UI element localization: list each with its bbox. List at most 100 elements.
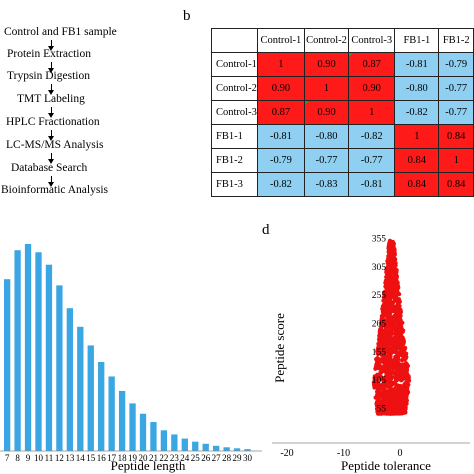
data-point — [383, 374, 388, 379]
data-point — [405, 387, 410, 392]
workflow-panel: Control and FB1 sample Protein Extractio… — [0, 0, 180, 200]
data-point — [388, 260, 393, 265]
y-tick-label: 305 — [372, 263, 387, 273]
data-point — [383, 288, 389, 294]
data-point — [375, 379, 380, 384]
data-point — [392, 250, 397, 255]
data-point — [375, 386, 380, 391]
data-point — [386, 257, 391, 262]
data-point — [400, 362, 405, 367]
data-point — [380, 359, 386, 364]
x-tick-label: 23 — [170, 453, 180, 463]
matrix-cell: 1 — [438, 148, 474, 173]
x-tick-label: 14 — [76, 453, 86, 463]
bar — [223, 447, 230, 451]
data-point — [381, 403, 386, 408]
peptide-length-chart: 7 8 9 10 11 12 13 14 15 16 17 18 19 20 21 22 23 24 25 26 27 2… — [0, 244, 262, 473]
data-point — [383, 343, 388, 348]
data-point — [393, 405, 398, 410]
data-point — [376, 390, 381, 395]
data-point — [385, 275, 390, 281]
data-point — [372, 381, 377, 386]
matrix-cell: 0.87 — [348, 52, 396, 77]
matrix-cell: -0.77 — [438, 100, 474, 125]
data-point — [386, 284, 391, 290]
workflow-arrow — [48, 62, 54, 73]
cell-marker — [304, 101, 309, 105]
bar — [129, 403, 136, 451]
data-point — [382, 348, 387, 354]
bar — [160, 430, 168, 451]
data-point — [397, 394, 402, 400]
data-point — [389, 350, 394, 355]
y-tick-label: 355 — [372, 235, 387, 245]
bar — [118, 390, 126, 451]
data-point — [387, 238, 393, 243]
data-point — [386, 265, 391, 270]
x-tick-label: 28 — [222, 453, 232, 463]
data-point — [400, 410, 406, 415]
bar — [98, 361, 105, 451]
matrix-cell: -0.81 — [394, 52, 440, 77]
workflow-step-database: Database Search — [11, 162, 88, 174]
x-tick-labels: 7 8 9 10 11 12 13 14 15 16 17 18 19 20 21 22 23 24 25 26 27 2… — [5, 453, 253, 463]
data-point — [388, 358, 394, 363]
column-header: FB1-2 — [438, 28, 474, 53]
data-point — [393, 397, 398, 403]
matrix-cell: 0.90 — [256, 76, 305, 101]
matrix-cell: 1 — [394, 124, 440, 149]
data-point — [393, 330, 398, 335]
data-point — [394, 377, 400, 382]
data-point — [400, 405, 405, 410]
workflow-step-bioinformatics: Bioinformatic Analysis — [1, 184, 109, 196]
data-point — [395, 312, 400, 317]
matrix-cell: -0.82 — [348, 124, 396, 149]
bar — [45, 264, 53, 451]
data-point — [391, 278, 396, 283]
bar — [192, 441, 199, 451]
data-point — [397, 391, 402, 396]
data-point — [383, 326, 388, 331]
data-point — [404, 398, 409, 403]
peptide-length-bars — [4, 244, 251, 451]
bar — [14, 250, 21, 451]
bar — [150, 422, 157, 451]
matrix-cell: -0.80 — [303, 124, 350, 149]
x-tick-label: 22 — [159, 453, 168, 463]
data-point — [385, 401, 390, 407]
matrix-cell: -0.80 — [394, 76, 440, 101]
data-point — [397, 401, 402, 406]
data-point — [385, 405, 390, 410]
x-tick-label: 27 — [212, 453, 222, 463]
data-point — [398, 335, 404, 340]
data-point — [393, 295, 398, 301]
data-point — [387, 392, 392, 397]
data-point — [392, 371, 397, 376]
matrix-cell: 0.87 — [256, 100, 305, 125]
data-point — [377, 333, 382, 338]
x-tick-label: 15 — [86, 453, 96, 463]
data-point — [381, 340, 386, 345]
data-point — [389, 388, 395, 394]
data-point — [377, 359, 382, 365]
workflow-arrow — [48, 130, 54, 141]
workflow-step-sample: Control and FB1 sample — [4, 26, 117, 38]
data-point — [386, 250, 391, 255]
column-header: Control-2 — [303, 28, 350, 53]
data-point — [387, 347, 392, 352]
bar — [24, 244, 32, 451]
matrix-cell: 0.90 — [303, 100, 350, 125]
workflow-arrow — [48, 107, 54, 118]
workflow-step-digestion: Trypsin Digestion — [7, 70, 90, 82]
row-header: Control-2 — [211, 76, 258, 101]
bar — [77, 326, 84, 451]
x-tick-label: 13 — [65, 453, 75, 463]
x-tick-label: 16 — [97, 453, 107, 463]
bar — [233, 448, 241, 451]
data-point — [402, 381, 407, 387]
data-point — [391, 308, 397, 313]
workflow-step-lcms: LC-MS/MS Analysis — [6, 139, 104, 151]
data-point — [394, 338, 399, 343]
data-point — [386, 295, 391, 300]
data-point — [394, 289, 399, 294]
